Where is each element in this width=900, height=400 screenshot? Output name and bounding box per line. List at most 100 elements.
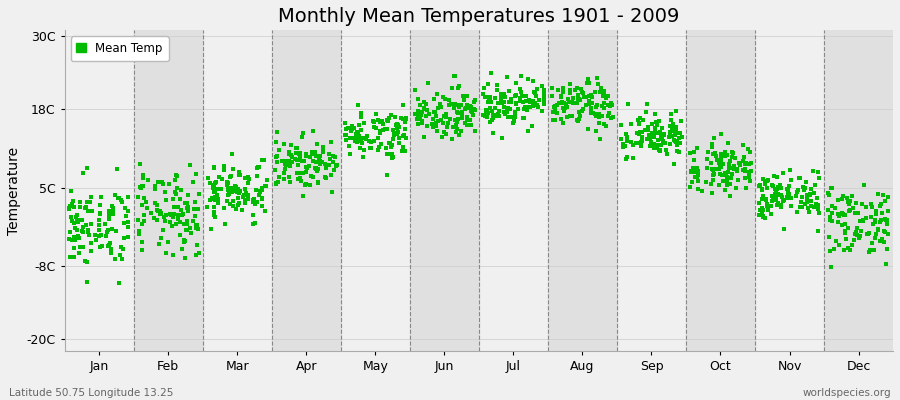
Point: [879, 261, 894, 268]
Point: [564, 113, 579, 119]
Point: [111, 195, 125, 201]
Point: [760, 176, 775, 183]
Point: [796, 204, 810, 210]
Point: [664, 117, 679, 124]
Point: [706, 150, 720, 157]
Point: [737, 160, 751, 167]
Point: [654, 134, 669, 140]
Point: [211, 186, 225, 192]
Point: [203, 180, 218, 186]
Point: [246, 197, 260, 203]
Point: [316, 144, 330, 150]
Point: [575, 107, 590, 114]
Point: [76, 244, 90, 250]
Point: [552, 100, 566, 106]
Point: [192, 191, 206, 197]
Point: [518, 104, 533, 110]
Point: [572, 112, 587, 119]
Point: [720, 174, 734, 180]
Point: [93, 202, 107, 208]
Point: [80, 199, 94, 205]
Point: [718, 172, 733, 178]
Point: [847, 237, 861, 243]
Point: [500, 105, 514, 112]
Point: [248, 201, 263, 207]
Point: [597, 105, 611, 112]
Point: [875, 236, 889, 242]
Point: [211, 200, 225, 206]
Point: [651, 137, 665, 144]
Point: [618, 143, 633, 149]
Point: [744, 168, 759, 174]
Point: [800, 196, 814, 202]
Point: [374, 128, 388, 134]
Point: [457, 106, 472, 112]
Point: [343, 134, 357, 141]
Point: [166, 210, 181, 217]
Point: [513, 86, 527, 92]
Point: [451, 110, 465, 116]
Point: [380, 150, 394, 157]
Point: [754, 196, 769, 202]
Point: [439, 110, 454, 117]
Point: [282, 174, 296, 180]
Point: [846, 205, 860, 211]
Point: [491, 100, 506, 106]
Point: [485, 115, 500, 121]
Point: [465, 112, 480, 118]
Point: [277, 170, 292, 176]
Point: [153, 208, 167, 214]
Point: [682, 150, 697, 156]
Point: [152, 240, 166, 247]
Point: [631, 131, 645, 137]
Point: [73, 244, 87, 250]
Point: [72, 250, 86, 256]
Point: [162, 219, 176, 225]
Point: [644, 130, 659, 136]
Point: [378, 126, 392, 133]
Point: [427, 124, 441, 130]
Point: [318, 173, 332, 180]
Point: [482, 96, 496, 102]
Point: [351, 130, 365, 136]
Point: [374, 118, 389, 124]
Point: [220, 179, 234, 185]
Point: [604, 114, 618, 121]
Point: [821, 189, 835, 196]
Point: [616, 144, 631, 150]
Point: [454, 102, 468, 108]
Point: [184, 162, 198, 168]
Point: [592, 114, 607, 120]
Point: [84, 240, 98, 246]
Point: [684, 168, 698, 174]
Point: [597, 121, 611, 127]
Point: [231, 172, 246, 178]
Point: [415, 120, 429, 126]
Point: [512, 98, 526, 104]
Point: [428, 123, 443, 129]
Point: [112, 280, 126, 286]
Point: [225, 203, 239, 209]
Point: [663, 141, 678, 147]
Point: [797, 187, 812, 194]
Point: [863, 200, 878, 207]
Point: [410, 116, 424, 122]
Point: [835, 210, 850, 216]
Point: [351, 136, 365, 143]
Point: [355, 140, 369, 146]
Point: [158, 218, 172, 225]
Point: [310, 179, 325, 186]
Point: [436, 119, 451, 126]
Point: [408, 87, 422, 93]
Point: [390, 131, 404, 137]
Point: [722, 161, 736, 167]
Point: [810, 195, 824, 202]
Point: [738, 168, 752, 174]
Point: [725, 150, 740, 157]
Point: [879, 246, 894, 252]
Point: [283, 148, 297, 155]
Point: [798, 185, 813, 192]
Point: [149, 207, 164, 214]
Point: [508, 93, 522, 100]
Point: [213, 186, 228, 192]
